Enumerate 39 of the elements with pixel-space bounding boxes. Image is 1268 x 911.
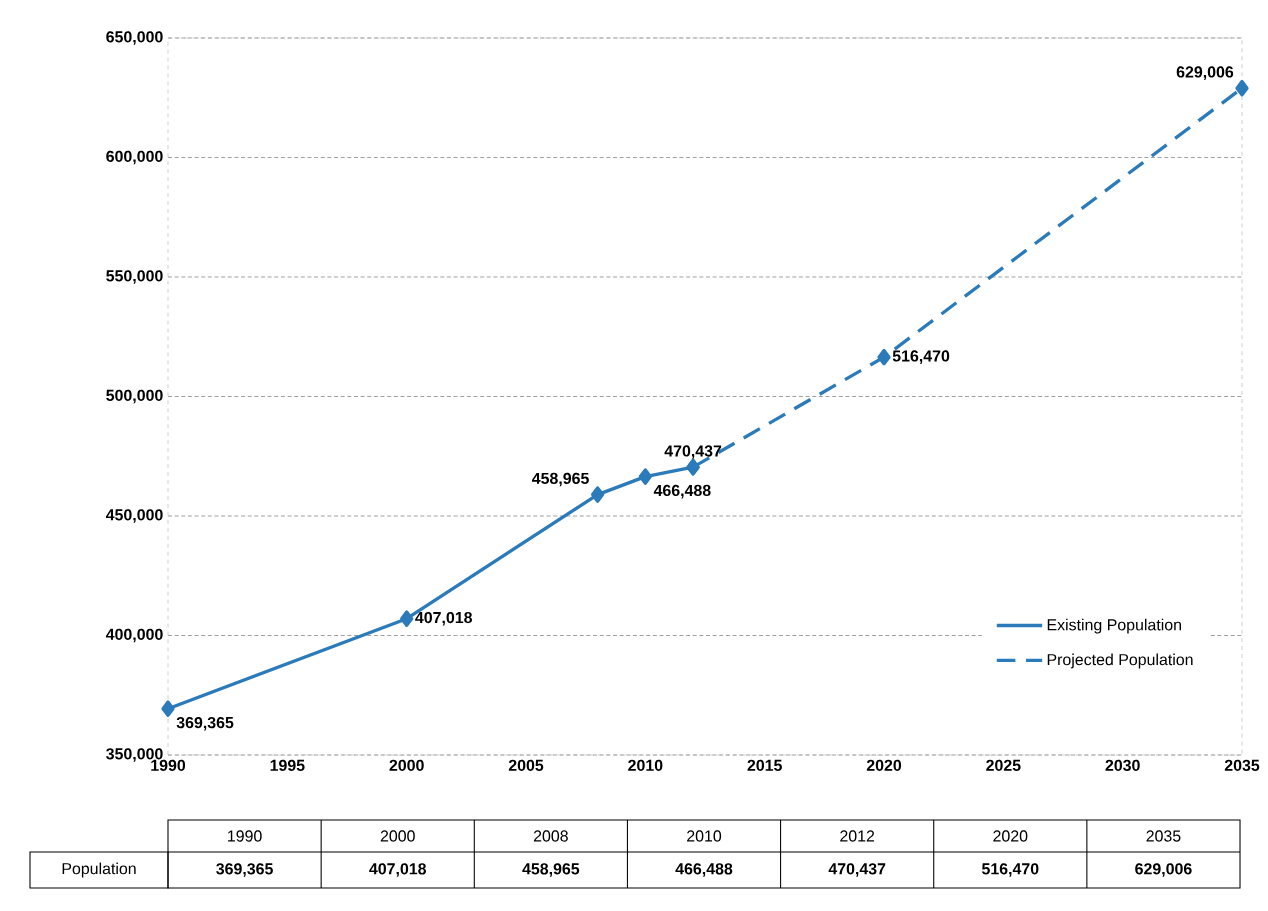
y-tick-label: 450,000 [105,509,163,523]
legend-label: Existing Population [1047,618,1181,634]
x-tick-label: 1995 [270,759,305,771]
text: 629,006 [1135,863,1192,877]
x-tick-label: 2005 [508,759,544,771]
text: 2012 [840,830,875,842]
x-tick-label: 2025 [986,759,1021,771]
text: 2010 [687,830,722,842]
x-tick-label: 2015 [747,759,782,771]
text: 2008 [533,830,568,842]
text: 1990 [228,830,262,842]
y-tick-label: 650,000 [106,31,163,45]
text: 407,018 [369,863,427,877]
y-tick-label: 600,000 [106,150,163,165]
x-tick-label: 2010 [628,759,663,771]
data-label: 369,365 [176,716,234,731]
y-tick-label: 550,000 [106,270,163,284]
text: 458,965 [522,863,580,877]
text: 2000 [380,830,415,842]
y-tick-label: 500,000 [106,389,163,404]
data-label: 629,006 [1176,66,1234,80]
data-label: 470,437 [664,445,722,459]
x-tick-label: 2000 [389,759,424,771]
x-tick-label: 2030 [1105,759,1140,772]
text: 2035 [1146,830,1181,842]
y-tick-label: 400,000 [105,628,163,643]
data-label: 458,965 [532,472,589,487]
text: 516,470 [981,863,1039,877]
text: 466,488 [675,863,733,877]
text: Population [62,862,136,878]
data-label: 516,470 [892,350,950,364]
data-label: 466,488 [653,484,711,499]
x-tick-label: 2035 [1224,759,1260,772]
text: 470,437 [828,863,886,877]
x-tick-label: 2020 [866,759,902,771]
data-label: 407,018 [415,611,473,626]
legend-label: Projected Population [1047,653,1193,669]
text: 369,365 [216,863,273,877]
text: 2020 [993,830,1028,842]
